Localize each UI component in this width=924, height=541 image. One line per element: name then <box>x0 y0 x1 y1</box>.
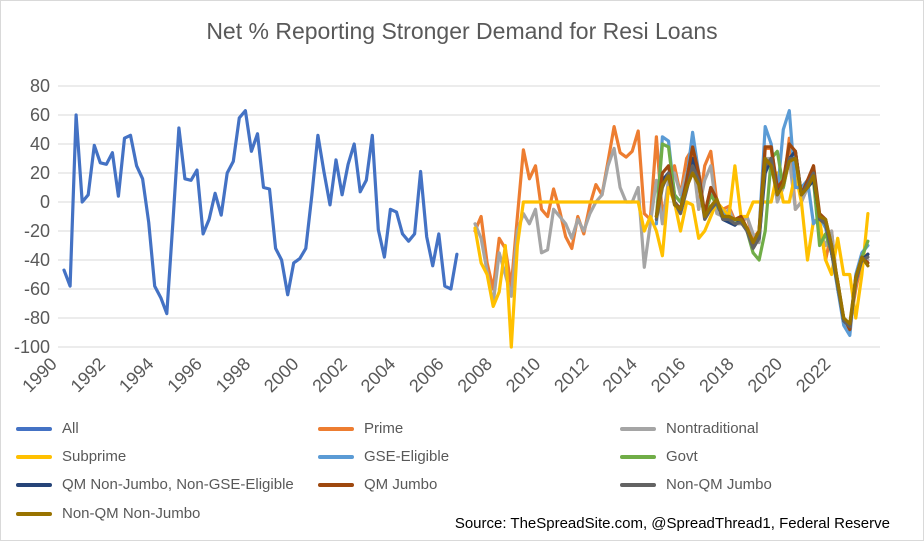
x-axis: 1990 1992 1994 1996 1998 2000 2002 2004 2006 2008… <box>18 354 834 396</box>
y-tick-label: 80 <box>30 76 50 96</box>
x-tick-label: 2020 <box>744 354 786 396</box>
x-tick-label: 2000 <box>260 354 302 396</box>
series-lines <box>62 109 870 349</box>
y-tick-label: -80 <box>24 308 50 328</box>
x-tick-label: 1990 <box>18 354 60 396</box>
x-tick-label: 1996 <box>163 354 205 396</box>
chart-title: Net % Reporting Stronger Demand for Resi… <box>206 18 718 44</box>
x-tick-label: 2004 <box>357 354 399 396</box>
x-tick-label: 2010 <box>502 354 544 396</box>
y-tick-label: 20 <box>30 163 50 183</box>
x-tick-label: 1998 <box>212 354 254 396</box>
y-tick-label: -40 <box>24 250 50 270</box>
series-line-qm-jumbo <box>654 142 870 332</box>
x-tick-label: 2018 <box>695 354 737 396</box>
y-tick-label: 40 <box>30 134 50 154</box>
y-tick-label: -60 <box>24 279 50 299</box>
x-tick-label: 1992 <box>67 354 109 396</box>
x-tick-label: 2006 <box>405 354 447 396</box>
y-tick-label: -100 <box>14 337 50 357</box>
x-tick-label: 1994 <box>115 354 157 396</box>
x-tick-label: 2016 <box>647 354 689 396</box>
x-tick-label: 2014 <box>599 354 641 396</box>
gridlines <box>58 85 880 348</box>
series-line-all <box>62 109 459 316</box>
x-tick-label: 2012 <box>550 354 592 396</box>
y-axis: -100 -80 -60 -40 -20 0 20 40 60 80 <box>14 76 50 357</box>
x-tick-label: 2008 <box>454 354 496 396</box>
y-tick-label: -20 <box>24 221 50 241</box>
series-line-non-qm-non-jumbo <box>654 156 870 326</box>
x-tick-label: 2002 <box>308 354 350 396</box>
x-tick-label: 2022 <box>792 354 834 396</box>
y-tick-label: 60 <box>30 105 50 125</box>
y-tick-label: 0 <box>40 192 50 212</box>
source-note: Source: TheSpreadSite.com, @SpreadThread… <box>454 515 890 532</box>
